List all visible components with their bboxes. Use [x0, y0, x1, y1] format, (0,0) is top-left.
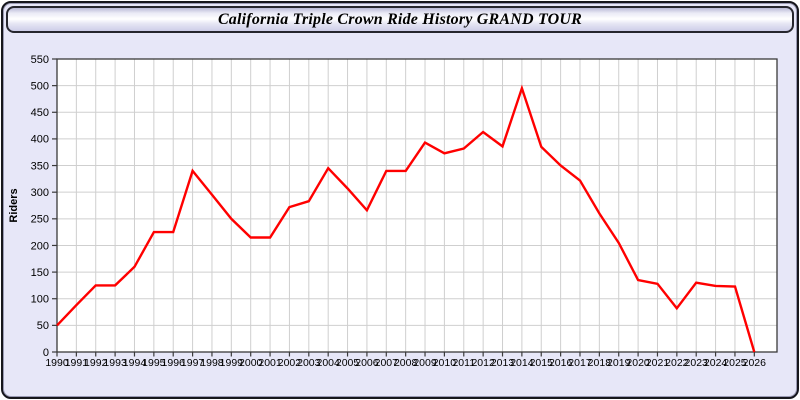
x-tick-label: 2016 [549, 357, 573, 369]
x-tick-label: 2008 [394, 357, 418, 369]
y-tick-label: 0 [43, 347, 49, 359]
y-tick-label: 500 [31, 80, 49, 92]
y-tick-label: 250 [31, 214, 49, 226]
x-tick-label: 2004 [317, 357, 341, 369]
y-tick-label: 50 [37, 320, 49, 332]
x-tick-label: 2019 [607, 357, 631, 369]
x-tick-label: 2012 [471, 357, 495, 369]
x-tick-label: 2005 [336, 357, 360, 369]
x-tick-label: 2023 [685, 357, 709, 369]
y-tick-label: 300 [31, 187, 49, 199]
page-title: California Triple Crown Ride History GRA… [217, 10, 583, 28]
x-tick-label: 2007 [375, 357, 399, 369]
x-tick-label: 1994 [123, 357, 147, 369]
x-tick-label: 2018 [588, 357, 612, 369]
y-tick-label: 450 [31, 107, 49, 119]
x-tick-label: 2015 [530, 357, 554, 369]
x-tick-label: 2020 [626, 357, 650, 369]
x-tick-label: 2009 [413, 357, 437, 369]
x-tick-label: 1995 [142, 357, 166, 369]
x-tick-label: 2011 [452, 357, 475, 369]
y-tick-label: 100 [31, 294, 49, 306]
x-tick-label: 2021 [646, 357, 670, 369]
x-tick-label: 2013 [491, 357, 515, 369]
x-tick-label: 2025 [723, 357, 747, 369]
x-tick-label: 2010 [433, 357, 457, 369]
x-tick-label: 1991 [65, 357, 89, 369]
x-tick-label: 2002 [278, 357, 302, 369]
riders-line-series [56, 84, 756, 353]
x-tick-label: 2000 [239, 357, 263, 369]
x-tick-label: 2003 [297, 357, 321, 369]
x-tick-label: 2006 [355, 357, 379, 369]
y-axis-title: Riders [8, 188, 20, 222]
y-tick-label: 150 [31, 267, 49, 279]
y-tick-label: 550 [31, 54, 49, 66]
x-tick-label: 2026 [743, 357, 767, 369]
x-tick-label: 1992 [84, 357, 108, 369]
x-tick-label: 2024 [704, 357, 728, 369]
x-tick-label: 1993 [103, 357, 127, 369]
x-tick-label: 1997 [181, 357, 205, 369]
x-tick-label: 2017 [568, 357, 592, 369]
x-tick-label: 1998 [200, 357, 224, 369]
y-tick-label: 350 [31, 160, 49, 172]
x-tick-label: 1999 [220, 357, 244, 369]
title-bar: California Triple Crown Ride History GRA… [6, 6, 794, 33]
x-tick-label: 1990 [45, 357, 69, 369]
y-tick-label: 200 [31, 240, 49, 252]
x-tick-label: 2014 [510, 357, 534, 369]
x-tick-label: 2022 [665, 357, 689, 369]
x-tick-label: 1996 [162, 357, 186, 369]
x-tick-label: 2001 [258, 357, 282, 369]
plot-area [57, 59, 777, 352]
y-tick-label: 400 [31, 134, 49, 146]
plot-border [56, 58, 778, 353]
